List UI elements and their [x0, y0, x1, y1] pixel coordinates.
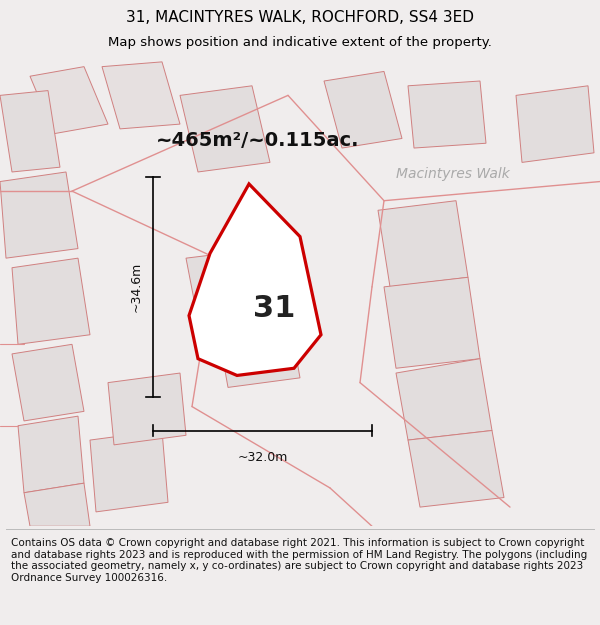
Polygon shape [24, 483, 90, 526]
Polygon shape [216, 311, 300, 388]
Text: ~465m²/~0.115ac.: ~465m²/~0.115ac. [156, 131, 359, 151]
Text: ~32.0m: ~32.0m [238, 451, 287, 464]
Polygon shape [378, 201, 468, 287]
Polygon shape [396, 359, 492, 440]
Polygon shape [108, 373, 186, 445]
Text: 31, MACINTYRES WALK, ROCHFORD, SS4 3ED: 31, MACINTYRES WALK, ROCHFORD, SS4 3ED [126, 11, 474, 26]
Polygon shape [408, 81, 486, 148]
Text: Macintyres Walk: Macintyres Walk [396, 168, 510, 181]
Polygon shape [0, 172, 78, 258]
Polygon shape [12, 344, 84, 421]
Polygon shape [18, 416, 84, 492]
Polygon shape [186, 249, 276, 321]
Text: Contains OS data © Crown copyright and database right 2021. This information is : Contains OS data © Crown copyright and d… [11, 538, 587, 583]
Text: Map shows position and indicative extent of the property.: Map shows position and indicative extent… [108, 36, 492, 49]
Polygon shape [12, 258, 90, 344]
Polygon shape [189, 184, 321, 376]
Polygon shape [0, 91, 60, 172]
Polygon shape [516, 86, 594, 162]
Polygon shape [180, 86, 270, 172]
Polygon shape [90, 431, 168, 512]
Text: ~34.6m: ~34.6m [130, 262, 143, 312]
Text: 31: 31 [253, 294, 295, 322]
Polygon shape [30, 67, 108, 134]
Polygon shape [324, 71, 402, 148]
Polygon shape [408, 431, 504, 507]
Polygon shape [384, 278, 480, 368]
Polygon shape [102, 62, 180, 129]
